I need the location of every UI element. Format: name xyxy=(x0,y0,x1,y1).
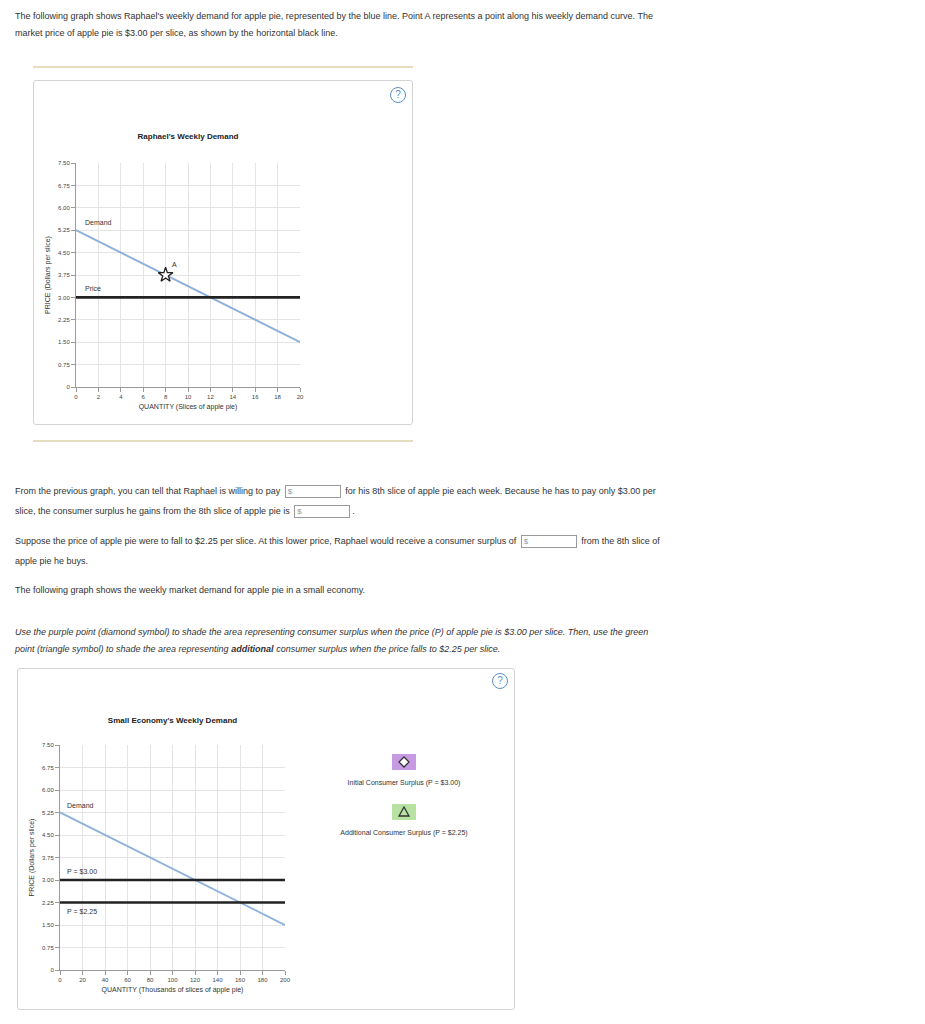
svg-text:3.75: 3.75 xyxy=(58,272,70,278)
svg-text:0: 0 xyxy=(74,394,78,400)
svg-text:QUANTITY (Slices of apple pie): QUANTITY (Slices of apple pie) xyxy=(139,403,238,411)
svg-text:P = $3.00: P = $3.00 xyxy=(67,868,97,875)
svg-text:200: 200 xyxy=(280,977,291,983)
svg-text:0.75: 0.75 xyxy=(42,945,54,951)
svg-text:6.00: 6.00 xyxy=(42,787,54,793)
html-text:from the 8th slice of apple pi: from the 8th slice of apple pie he buys. xyxy=(15,536,660,566)
svg-text:1.50: 1.50 xyxy=(42,922,54,928)
svg-text:5.25: 5.25 xyxy=(58,227,70,233)
svg-text:40: 40 xyxy=(102,977,109,983)
svg-text:0: 0 xyxy=(58,977,62,983)
svg-text:2.25: 2.25 xyxy=(42,900,54,906)
svg-text:Price: Price xyxy=(85,285,101,292)
svg-text:5.25: 5.25 xyxy=(42,810,54,816)
svg-text:6: 6 xyxy=(142,394,146,400)
svg-text:20: 20 xyxy=(297,394,304,400)
svg-text:20: 20 xyxy=(79,977,86,983)
svg-text:7.50: 7.50 xyxy=(58,160,70,166)
svg-text:A: A xyxy=(172,261,177,268)
html-text:The following graph shows the: The following graph shows the weekly mar… xyxy=(15,585,365,595)
svg-text:2: 2 xyxy=(97,394,101,400)
svg-text:6.75: 6.75 xyxy=(42,765,54,771)
svg-text:4.50: 4.50 xyxy=(58,250,70,256)
svg-text:0: 0 xyxy=(50,967,54,973)
svg-text:4: 4 xyxy=(119,394,123,400)
svg-text:100: 100 xyxy=(167,977,178,983)
html-text:for his 8th slice of apple pie: for his 8th slice of apple pie each week… xyxy=(15,486,656,516)
svg-text:Raphael's Weekly Demand: Raphael's Weekly Demand xyxy=(138,132,239,141)
svg-text:14: 14 xyxy=(229,394,236,400)
svg-text:10: 10 xyxy=(185,394,192,400)
svg-text:180: 180 xyxy=(257,977,268,983)
svg-text:1.50: 1.50 xyxy=(58,339,70,345)
svg-text:Demand: Demand xyxy=(85,219,112,226)
html-text:Use the purple point (diamond: Use the purple point (diamond symbol) to… xyxy=(15,627,649,654)
svg-text:QUANTITY (Thousands of slices: QUANTITY (Thousands of slices of apple p… xyxy=(102,986,244,994)
svg-text:3.00: 3.00 xyxy=(58,295,70,301)
svg-text:80: 80 xyxy=(147,977,154,983)
svg-text:Small Economy's Weekly Demand: Small Economy's Weekly Demand xyxy=(108,716,237,725)
html-text:From the previous graph, you c: From the previous graph, you can tell th… xyxy=(15,486,283,496)
svg-text:3.75: 3.75 xyxy=(42,855,54,861)
html-text:Suppose the price of apple pie: Suppose the price of apple pie were to f… xyxy=(15,536,519,546)
svg-text:PRICE (Dollars per slice): PRICE (Dollars per slice) xyxy=(44,236,52,314)
svg-text:4.50: 4.50 xyxy=(42,832,54,838)
svg-text:18: 18 xyxy=(274,394,281,400)
svg-text:12: 12 xyxy=(207,394,214,400)
svg-text:6.00: 6.00 xyxy=(58,205,70,211)
svg-text:6.75: 6.75 xyxy=(58,183,70,189)
svg-text:140: 140 xyxy=(212,977,223,983)
svg-text:0.75: 0.75 xyxy=(58,362,70,368)
svg-text:PRICE (Dollars per slice): PRICE (Dollars per slice) xyxy=(28,819,36,897)
svg-text:120: 120 xyxy=(190,977,201,983)
svg-text:0: 0 xyxy=(66,384,70,390)
svg-text:7.50: 7.50 xyxy=(42,742,54,748)
svg-text:P = $2.25: P = $2.25 xyxy=(67,908,97,915)
svg-text:8: 8 xyxy=(164,394,168,400)
svg-text:2.25: 2.25 xyxy=(58,317,70,323)
svg-text:16: 16 xyxy=(252,394,259,400)
svg-text:160: 160 xyxy=(235,977,246,983)
svg-text:60: 60 xyxy=(124,977,131,983)
html-text:Additional Consumer Surplus (P: Additional Consumer Surplus (P = $2.25) xyxy=(340,829,468,836)
svg-text:3.00: 3.00 xyxy=(42,877,54,883)
html-text:Initial Consumer Surplus (P =: Initial Consumer Surplus (P = $3.00) xyxy=(347,779,461,786)
html-text:The following graph shows Raph: The following graph shows Raphael's week… xyxy=(15,11,653,38)
svg-text:Demand: Demand xyxy=(67,802,94,809)
